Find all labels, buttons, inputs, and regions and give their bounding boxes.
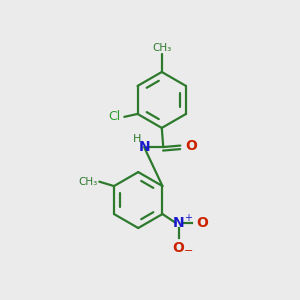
- Text: O: O: [196, 216, 208, 230]
- Text: −: −: [184, 246, 193, 256]
- Text: N: N: [138, 140, 150, 154]
- Text: Cl: Cl: [109, 110, 121, 123]
- Text: O: O: [173, 242, 184, 255]
- Text: +: +: [184, 214, 192, 224]
- Text: CH₃: CH₃: [78, 177, 97, 187]
- Text: N: N: [173, 216, 184, 230]
- Text: CH₃: CH₃: [152, 43, 171, 53]
- Text: H: H: [133, 134, 141, 143]
- Text: O: O: [185, 139, 197, 153]
